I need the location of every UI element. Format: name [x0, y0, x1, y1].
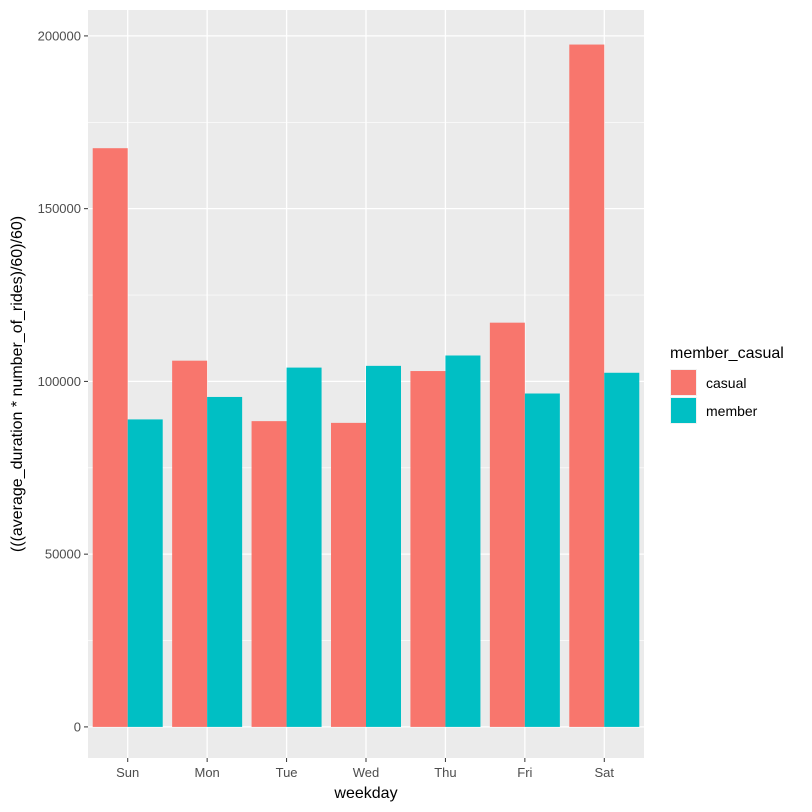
legend-label-casual: casual: [706, 375, 746, 391]
bar-casual-thu: [410, 371, 446, 727]
x-axis-title: weekday: [333, 785, 397, 802]
y-tick-label: 150000: [38, 201, 81, 216]
y-tick-label: 50000: [45, 547, 81, 562]
bar-member-sat: [604, 372, 640, 727]
y-tick-label: 100000: [38, 374, 81, 389]
bar-member-thu: [445, 355, 481, 727]
bar-casual-sat: [569, 44, 605, 727]
x-tick-label-sun: Sun: [116, 765, 139, 780]
legend-label-member: member: [706, 403, 758, 419]
x-tick-label-wed: Wed: [353, 765, 380, 780]
bar-member-tue: [286, 367, 322, 727]
legend-key-member: [671, 398, 696, 423]
x-tick-label-fri: Fri: [517, 765, 532, 780]
x-tick-label-tue: Tue: [276, 765, 298, 780]
x-tick-label-thu: Thu: [434, 765, 456, 780]
y-tick-label: 0: [74, 719, 81, 734]
x-tick-label-sat: Sat: [595, 765, 615, 780]
bar-member-mon: [207, 396, 243, 727]
legend: member_casual casual member: [670, 345, 784, 424]
bar-member-sun: [127, 419, 163, 727]
bar-casual-tue: [251, 421, 287, 727]
y-axis: 0 50000 100000 150000 200000: [38, 28, 88, 734]
legend-title: member_casual: [670, 345, 784, 362]
y-axis-title: (((average_duration * number_of_rides)/6…: [9, 216, 26, 552]
x-tick-label-mon: Mon: [194, 765, 219, 780]
bar-casual-sun: [92, 148, 128, 727]
legend-key-casual: [671, 370, 696, 395]
bar-casual-wed: [331, 422, 366, 727]
legend-items: casual member: [670, 369, 758, 424]
x-axis: Sun Mon Tue Wed Thu Fri Sat: [116, 758, 614, 780]
bar-casual-fri: [489, 322, 525, 727]
bar-member-wed: [366, 365, 401, 727]
bar-casual-mon: [172, 360, 208, 727]
bar-member-fri: [524, 393, 560, 727]
y-tick-label: 200000: [38, 28, 81, 43]
bars: [92, 44, 640, 727]
